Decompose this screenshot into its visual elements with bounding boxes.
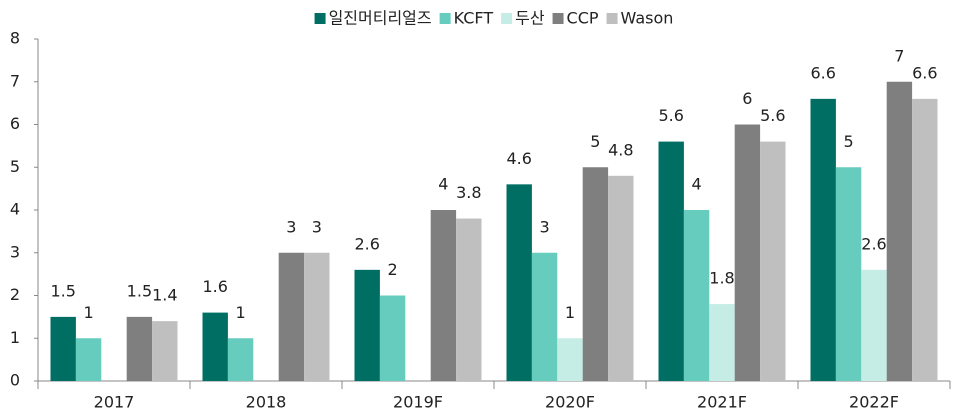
x-tick-label: 2017 (94, 393, 135, 412)
legend-swatch (552, 13, 564, 24)
bar (354, 269, 380, 381)
bar (709, 304, 735, 381)
legend-swatch (439, 13, 451, 24)
bar (506, 184, 532, 381)
data-label: 1.5 (127, 281, 152, 300)
legend-label: KCFT (454, 9, 494, 28)
bar (582, 167, 609, 381)
data-label: 1 (565, 303, 575, 322)
legend-label: CCP (567, 9, 599, 28)
data-label: 5.6 (760, 106, 785, 125)
data-label: 3 (312, 217, 322, 236)
data-label: 4 (692, 175, 702, 194)
bar (608, 175, 634, 381)
data-label: 4.6 (506, 149, 531, 168)
y-tick-label: 4 (10, 200, 20, 219)
bar (886, 81, 913, 381)
legend-swatch (606, 13, 618, 24)
data-label: 1.8 (709, 269, 734, 288)
y-tick-label: 7 (10, 71, 20, 90)
x-tick-label: 2020F (545, 393, 595, 412)
x-tick-label: 2018 (246, 393, 287, 412)
bar (75, 338, 102, 381)
data-label: 1.4 (152, 286, 177, 305)
data-label: 5 (844, 132, 854, 151)
data-label: 6 (742, 89, 752, 108)
x-tick-label: 2019F (393, 393, 443, 412)
bar (430, 210, 457, 381)
legend-swatch (501, 13, 513, 24)
y-tick-label: 5 (10, 157, 20, 176)
bar (835, 167, 862, 381)
data-label: 3 (286, 217, 296, 236)
data-label: 7 (894, 46, 904, 65)
y-tick-label: 3 (10, 242, 20, 261)
bar (278, 252, 305, 381)
legend-swatch (314, 13, 326, 24)
data-label: 5 (590, 132, 600, 151)
legend-label: Wason (621, 9, 674, 28)
data-label: 2 (388, 260, 398, 279)
data-label: 3.8 (456, 183, 481, 202)
data-label: 2.6 (354, 234, 379, 253)
bar (202, 312, 228, 381)
legend-label: 두산 (515, 9, 545, 28)
bar (683, 210, 710, 381)
data-label: 1 (84, 303, 94, 322)
data-label: 4.8 (608, 140, 633, 159)
data-label: 2.6 (861, 234, 886, 253)
data-label: 6.6 (912, 63, 937, 82)
data-label: 4 (438, 175, 448, 194)
data-label: 1.6 (202, 277, 227, 296)
bar (734, 124, 761, 381)
bar (379, 295, 406, 381)
bar (912, 98, 938, 381)
x-tick-label: 2022F (849, 393, 899, 412)
legend-label: 일진머티리얼즈 (329, 9, 432, 28)
y-tick-label: 1 (10, 328, 20, 347)
y-tick-label: 6 (10, 114, 20, 133)
bar (557, 338, 583, 381)
bar (531, 252, 558, 381)
y-tick-label: 8 (10, 29, 20, 48)
data-label: 5.6 (658, 106, 683, 125)
bar (126, 316, 153, 381)
bar (658, 141, 684, 381)
y-tick-label: 0 (10, 371, 20, 390)
data-label: 1.5 (50, 281, 75, 300)
data-label: 6.6 (810, 63, 835, 82)
y-tick-label: 2 (10, 285, 20, 304)
bar (304, 252, 330, 381)
data-label: 3 (540, 217, 550, 236)
bar (810, 98, 836, 381)
bar (760, 141, 786, 381)
bar (861, 269, 887, 381)
bar (152, 321, 178, 381)
bar (50, 316, 76, 381)
bar (227, 338, 254, 381)
x-tick-label: 2021F (697, 393, 747, 412)
data-label: 1 (236, 303, 246, 322)
bar (456, 218, 482, 381)
